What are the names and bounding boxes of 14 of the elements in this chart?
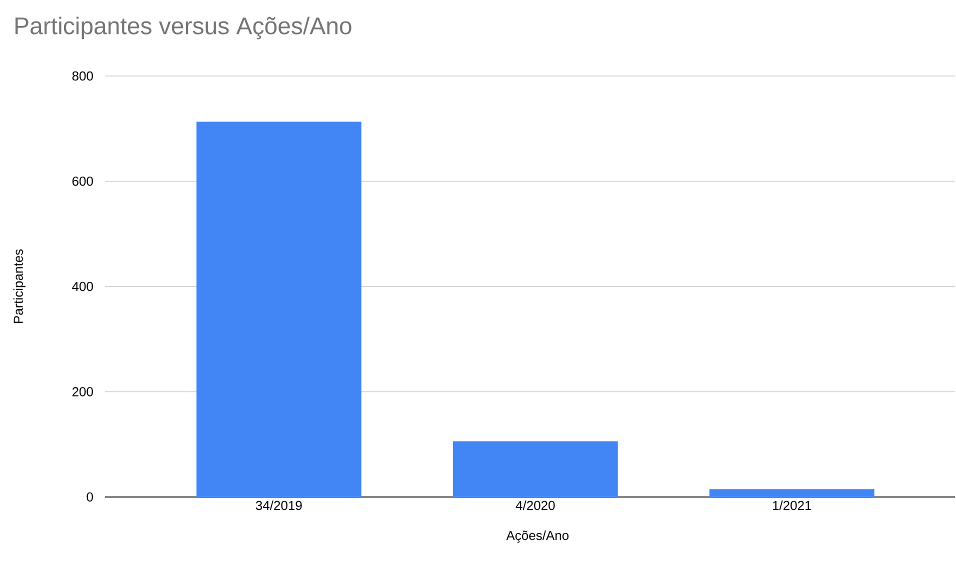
y-tick-label: 0 [86,492,93,502]
bar [452,441,618,497]
y-tick-label: 600 [72,176,93,186]
y-tick-label: 400 [72,282,93,292]
x-tick-label: 1/2021 [772,500,812,510]
x-tick-label: 4/2020 [516,500,555,510]
x-axis-title: Ações/Ano [506,530,569,543]
bar [709,489,874,497]
chart-title: Participantes versus Ações/Ano [16,16,352,40]
bar [196,122,362,497]
x-tick-label: 34/2019 [256,500,302,510]
y-tick-label: 200 [72,387,93,396]
y-tick-label: 800 [72,71,93,81]
y-axis-title: Participantes [13,249,26,323]
